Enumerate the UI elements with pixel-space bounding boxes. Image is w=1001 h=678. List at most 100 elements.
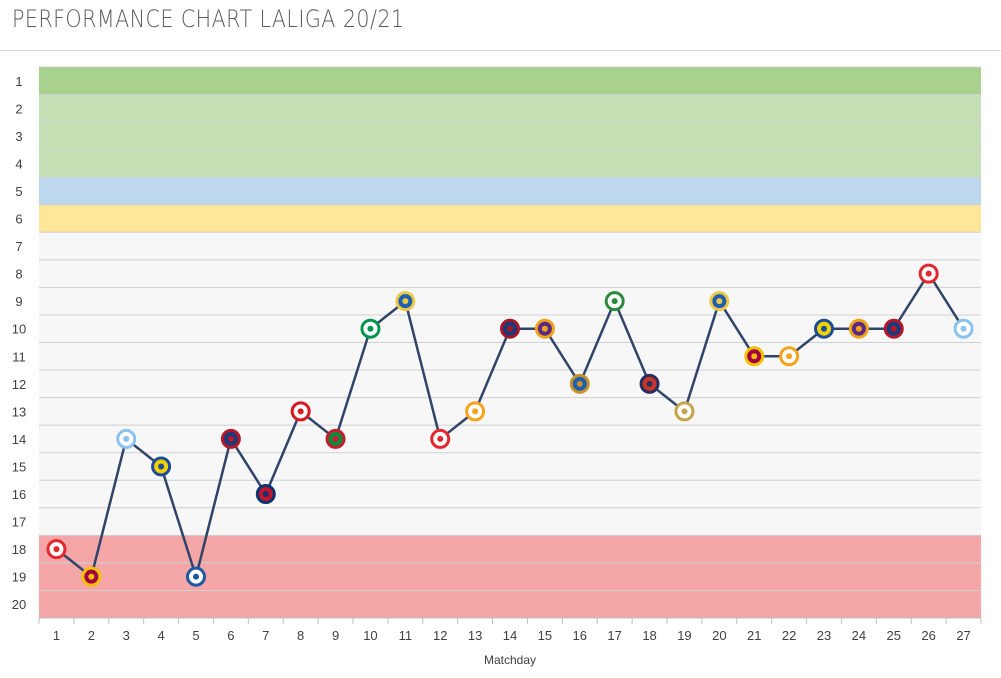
y-tick-label: 20 xyxy=(12,597,26,612)
x-tick-label: 14 xyxy=(503,628,517,643)
data-point xyxy=(883,318,904,339)
y-tick-label: 9 xyxy=(15,294,22,309)
crest-center xyxy=(367,325,374,332)
y-tick-label: 15 xyxy=(12,459,26,474)
x-tick-label: 16 xyxy=(573,628,587,643)
data-point xyxy=(255,484,276,505)
y-tick-label: 11 xyxy=(12,349,26,364)
chart-title: PERFORMANCE CHART LALIGA 20/21 xyxy=(12,5,405,33)
x-tick-label: 8 xyxy=(297,628,304,643)
y-tick-label: 13 xyxy=(12,404,26,419)
crest-center xyxy=(751,353,758,360)
crest-center xyxy=(123,435,130,442)
x-tick-label: 18 xyxy=(642,628,656,643)
y-tick-label: 12 xyxy=(12,377,26,392)
crest-center xyxy=(646,380,653,387)
data-point xyxy=(81,566,102,587)
y-tick-label: 16 xyxy=(12,487,26,502)
x-tick-label: 15 xyxy=(538,628,552,643)
y-tick-label: 14 xyxy=(12,432,26,447)
y-tick-label: 1 xyxy=(15,74,22,89)
y-tick-label: 3 xyxy=(15,129,22,144)
title-bar: PERFORMANCE CHART LALIGA 20/21 xyxy=(0,0,1001,51)
data-point xyxy=(430,428,451,449)
y-tick-label: 5 xyxy=(15,184,22,199)
x-tick-label: 19 xyxy=(677,628,691,643)
x-axis-ticks xyxy=(38,618,982,624)
x-tick-label: 2 xyxy=(88,628,95,643)
data-point xyxy=(814,318,834,339)
y-tick-label: 19 xyxy=(12,570,26,585)
x-tick-label: 3 xyxy=(123,628,130,643)
x-tick-label: 25 xyxy=(887,628,901,643)
data-point xyxy=(779,346,800,367)
zone-band-1 xyxy=(39,67,981,95)
x-tick-label: 1 xyxy=(53,628,60,643)
data-point xyxy=(186,566,206,587)
y-tick-label: 18 xyxy=(12,542,26,557)
data-point xyxy=(604,291,625,312)
crest-center xyxy=(53,546,60,553)
zone-band-3 xyxy=(39,177,981,205)
crest-center xyxy=(786,353,793,360)
x-tick-label: 10 xyxy=(363,628,377,643)
data-point xyxy=(500,318,520,339)
data-point xyxy=(848,318,869,339)
crest-center xyxy=(402,298,409,305)
crest-center xyxy=(821,325,827,332)
x-tick-label: 4 xyxy=(157,628,164,643)
x-tick-label: 20 xyxy=(712,628,726,643)
y-tick-label: 6 xyxy=(15,212,22,227)
crest-center xyxy=(193,573,199,580)
x-tick-label: 6 xyxy=(227,628,234,643)
crest-center xyxy=(297,408,304,415)
x-tick-label: 26 xyxy=(921,628,935,643)
crest-center xyxy=(960,325,967,332)
y-tick-label: 10 xyxy=(12,322,26,337)
data-point xyxy=(46,539,67,560)
data-point xyxy=(918,263,939,284)
crest-center xyxy=(227,435,234,442)
data-point xyxy=(290,401,311,422)
grid-lines xyxy=(39,66,981,619)
data-point xyxy=(151,456,172,477)
x-tick-label: 5 xyxy=(192,628,199,643)
data-point xyxy=(639,373,660,394)
data-point xyxy=(744,346,765,367)
crest-center xyxy=(611,298,618,305)
data-point xyxy=(534,318,555,339)
x-tick-label: 23 xyxy=(817,628,831,643)
data-point xyxy=(953,318,974,339)
crest-center xyxy=(576,380,583,387)
y-tick-label: 4 xyxy=(15,156,22,171)
zone-bands xyxy=(39,67,981,618)
data-point xyxy=(709,291,730,312)
data-points xyxy=(46,263,974,587)
data-point xyxy=(569,373,590,394)
x-tick-label: 11 xyxy=(399,628,413,643)
crest-center xyxy=(716,298,723,305)
crest-center xyxy=(507,325,513,332)
crest-center xyxy=(472,408,479,415)
data-point xyxy=(116,428,137,449)
data-point xyxy=(465,401,486,422)
x-axis-labels: 1 2 3 4 5 6 7 8 9 10 11 12 13 14 15 16 17 18 19 20 21 22 23 24 2… xyxy=(53,628,971,643)
y-tick-label: 2 xyxy=(15,101,22,116)
x-tick-label: 13 xyxy=(468,628,482,643)
zone-band-5 xyxy=(39,232,981,536)
x-tick-label: 17 xyxy=(607,628,621,643)
x-tick-label: 9 xyxy=(332,628,339,643)
x-tick-label: 12 xyxy=(433,628,447,643)
data-point xyxy=(360,318,381,339)
x-tick-label: 22 xyxy=(782,628,796,643)
y-tick-label: 8 xyxy=(15,267,22,282)
data-point xyxy=(674,401,695,422)
crest-center xyxy=(541,325,548,332)
x-tick-label: 24 xyxy=(852,628,866,643)
crest-center xyxy=(437,435,444,442)
crest-center xyxy=(262,491,269,498)
x-tick-label: 7 xyxy=(262,628,269,643)
zone-band-2 xyxy=(39,94,981,178)
